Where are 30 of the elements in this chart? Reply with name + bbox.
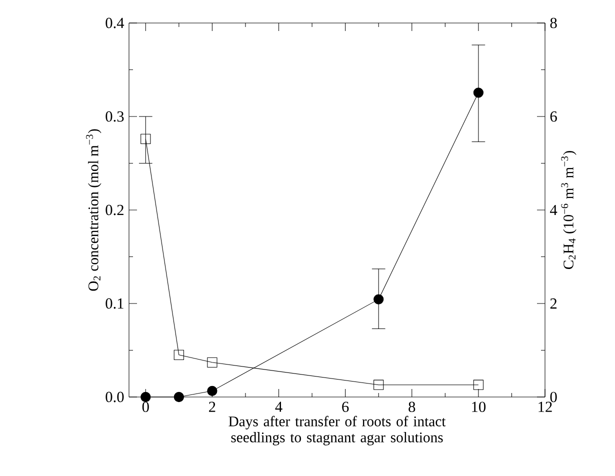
point xyxy=(374,380,384,390)
point xyxy=(207,357,218,368)
point xyxy=(140,392,151,402)
y-tick-label: 0.4 xyxy=(106,18,124,28)
point xyxy=(473,88,484,98)
y2-tick-label: 4 xyxy=(550,204,558,216)
y2-tick-label: 8 xyxy=(550,18,557,28)
y2-tick-label: 0 xyxy=(550,392,557,402)
point xyxy=(207,386,218,396)
y-axis-title: O$_{2}$ concentration (mol m$^{−3}$) xyxy=(86,129,102,291)
x-tick-label: 12 xyxy=(538,402,552,412)
x-tick-label: 0 xyxy=(142,402,149,412)
x-tick-label: 2 xyxy=(209,402,216,412)
y-tick-label: 0.1 xyxy=(106,298,124,309)
y2-tick-label: 6 xyxy=(550,111,557,122)
point xyxy=(374,294,384,304)
x-tick-label: 6 xyxy=(342,402,349,412)
point xyxy=(174,350,184,360)
y-tick-label: 0.3 xyxy=(106,111,124,122)
y-tick-label: 0.0 xyxy=(106,392,124,402)
x-tick-label: 10 xyxy=(472,402,486,412)
point xyxy=(174,392,184,402)
y2-tick-label: 2 xyxy=(550,298,557,309)
x-axis-title: Days after transfer of roots of intact seedlings to stagnant agar solutions xyxy=(228,416,446,446)
x-tick-label: 8 xyxy=(408,402,416,412)
point xyxy=(140,134,151,144)
y-tick-label: 0.2 xyxy=(106,204,124,216)
text: C$_{2}$H$_{4}$ (10$^{−6}$ m$^{3}$ m$^{−3}$) xyxy=(561,151,576,269)
point xyxy=(473,380,484,390)
x-tick-label: 4 xyxy=(275,402,282,412)
